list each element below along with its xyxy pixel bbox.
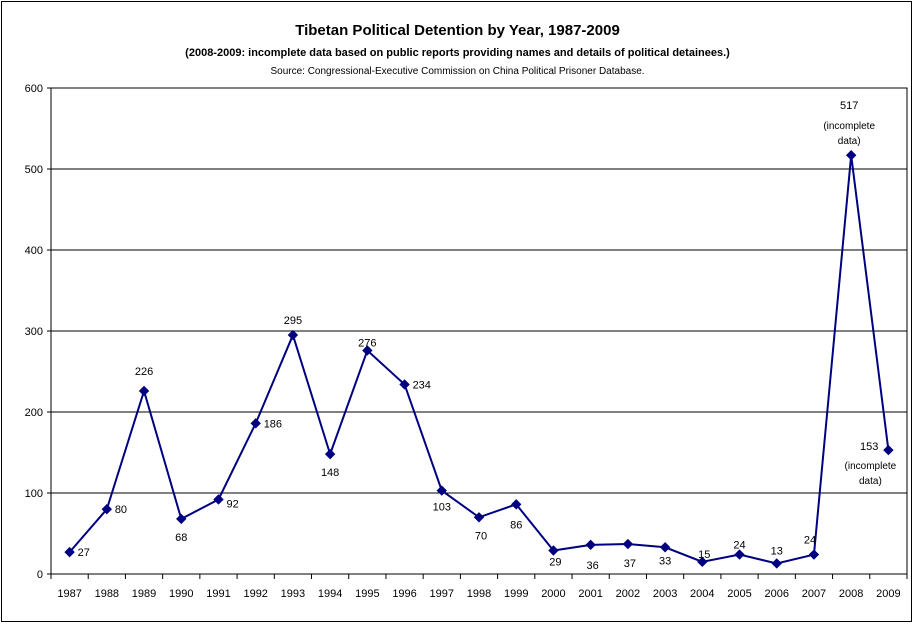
data-point bbox=[436, 485, 447, 496]
y-tick-label: 400 bbox=[25, 245, 43, 257]
data-point bbox=[176, 513, 187, 525]
data-label: 37 bbox=[624, 558, 636, 570]
series-line bbox=[68, 155, 890, 565]
x-tick-label: 1997 bbox=[430, 588, 454, 600]
data-label: 103 bbox=[433, 502, 451, 514]
x-tick-label: 2005 bbox=[727, 588, 751, 600]
annotation-text: (incomplete bbox=[823, 121, 875, 132]
annotation-text: data) bbox=[838, 136, 861, 147]
x-tick-label: 1998 bbox=[467, 588, 491, 600]
data-point bbox=[138, 385, 150, 397]
y-tick-label: 0 bbox=[37, 569, 43, 581]
x-tick-label: 1988 bbox=[95, 588, 119, 600]
data-point bbox=[771, 558, 782, 569]
x-tick-label: 2000 bbox=[541, 588, 565, 600]
data-label: 24 bbox=[733, 540, 745, 552]
x-tick-label: 1994 bbox=[318, 588, 342, 600]
x-tick-label: 2009 bbox=[876, 588, 900, 600]
data-label: 70 bbox=[475, 530, 487, 542]
data-label: 295 bbox=[284, 315, 302, 327]
y-tick-label: 300 bbox=[25, 326, 43, 338]
data-label: 15 bbox=[698, 549, 710, 561]
annotation-text: (incomplete bbox=[845, 461, 897, 472]
data-point bbox=[399, 379, 410, 390]
x-tick-label: 2002 bbox=[616, 588, 640, 600]
data-label: 148 bbox=[321, 467, 339, 479]
data-point bbox=[883, 444, 894, 456]
annotation-text: data) bbox=[859, 476, 882, 487]
data-point bbox=[734, 549, 745, 560]
data-point bbox=[101, 503, 113, 515]
data-label: 24 bbox=[804, 535, 816, 547]
data-point bbox=[287, 329, 299, 341]
x-tick-label: 2003 bbox=[653, 588, 677, 600]
x-tick-label: 1991 bbox=[206, 588, 230, 600]
chart-source: Source: Congressional-Executive Commissi… bbox=[270, 66, 645, 77]
x-tick-label: 1990 bbox=[169, 588, 193, 600]
x-tick-label: 2001 bbox=[578, 588, 602, 600]
x-tick-label: 1989 bbox=[132, 588, 156, 600]
data-label: 80 bbox=[115, 504, 127, 516]
data-point bbox=[808, 549, 820, 560]
data-label: 36 bbox=[587, 560, 599, 572]
y-tick-label: 500 bbox=[25, 164, 43, 176]
x-tick-label: 2006 bbox=[764, 588, 788, 600]
data-label: 276 bbox=[358, 337, 376, 349]
x-tick-label: 2008 bbox=[839, 588, 863, 600]
data-label: 27 bbox=[78, 547, 90, 559]
data-point bbox=[64, 546, 75, 558]
data-point bbox=[250, 418, 261, 429]
x-tick-label: 1999 bbox=[504, 588, 528, 600]
data-label: 29 bbox=[549, 557, 561, 569]
plot-area bbox=[50, 87, 908, 575]
data-label: 153 bbox=[860, 441, 878, 453]
x-tick-label: 1995 bbox=[355, 588, 379, 600]
x-tick-label: 1993 bbox=[281, 588, 305, 600]
data-point bbox=[845, 150, 857, 161]
data-label: 234 bbox=[413, 379, 431, 391]
data-point bbox=[511, 499, 522, 510]
y-tick-label: 200 bbox=[25, 407, 43, 419]
data-label: 517 bbox=[840, 100, 858, 112]
data-point bbox=[548, 545, 559, 556]
data-label: 92 bbox=[226, 498, 238, 510]
x-tick-label: 2004 bbox=[690, 588, 714, 600]
data-label: 186 bbox=[264, 418, 282, 430]
chart-subtitle: (2008-2009: incomplete data based on pub… bbox=[185, 47, 730, 59]
y-tick-label: 100 bbox=[25, 488, 43, 500]
data-point bbox=[213, 494, 224, 505]
data-label: 86 bbox=[510, 519, 522, 531]
data-point bbox=[362, 345, 373, 356]
x-tick-label: 1996 bbox=[392, 588, 416, 600]
data-label: 33 bbox=[659, 555, 671, 567]
x-tick-label: 1987 bbox=[57, 588, 81, 600]
data-point bbox=[473, 512, 485, 523]
x-tick-label: 2007 bbox=[802, 588, 826, 600]
data-label: 68 bbox=[175, 532, 187, 544]
y-tick-label: 600 bbox=[25, 83, 43, 95]
data-point bbox=[622, 538, 634, 550]
data-point bbox=[585, 539, 596, 551]
data-label: 226 bbox=[135, 366, 153, 378]
data-point bbox=[659, 542, 671, 553]
data-point bbox=[324, 448, 336, 460]
chart-title: Tibetan Political Detention by Year, 198… bbox=[295, 22, 620, 39]
data-label: 13 bbox=[771, 545, 783, 557]
x-tick-label: 1992 bbox=[243, 588, 267, 600]
data-point bbox=[697, 556, 708, 568]
